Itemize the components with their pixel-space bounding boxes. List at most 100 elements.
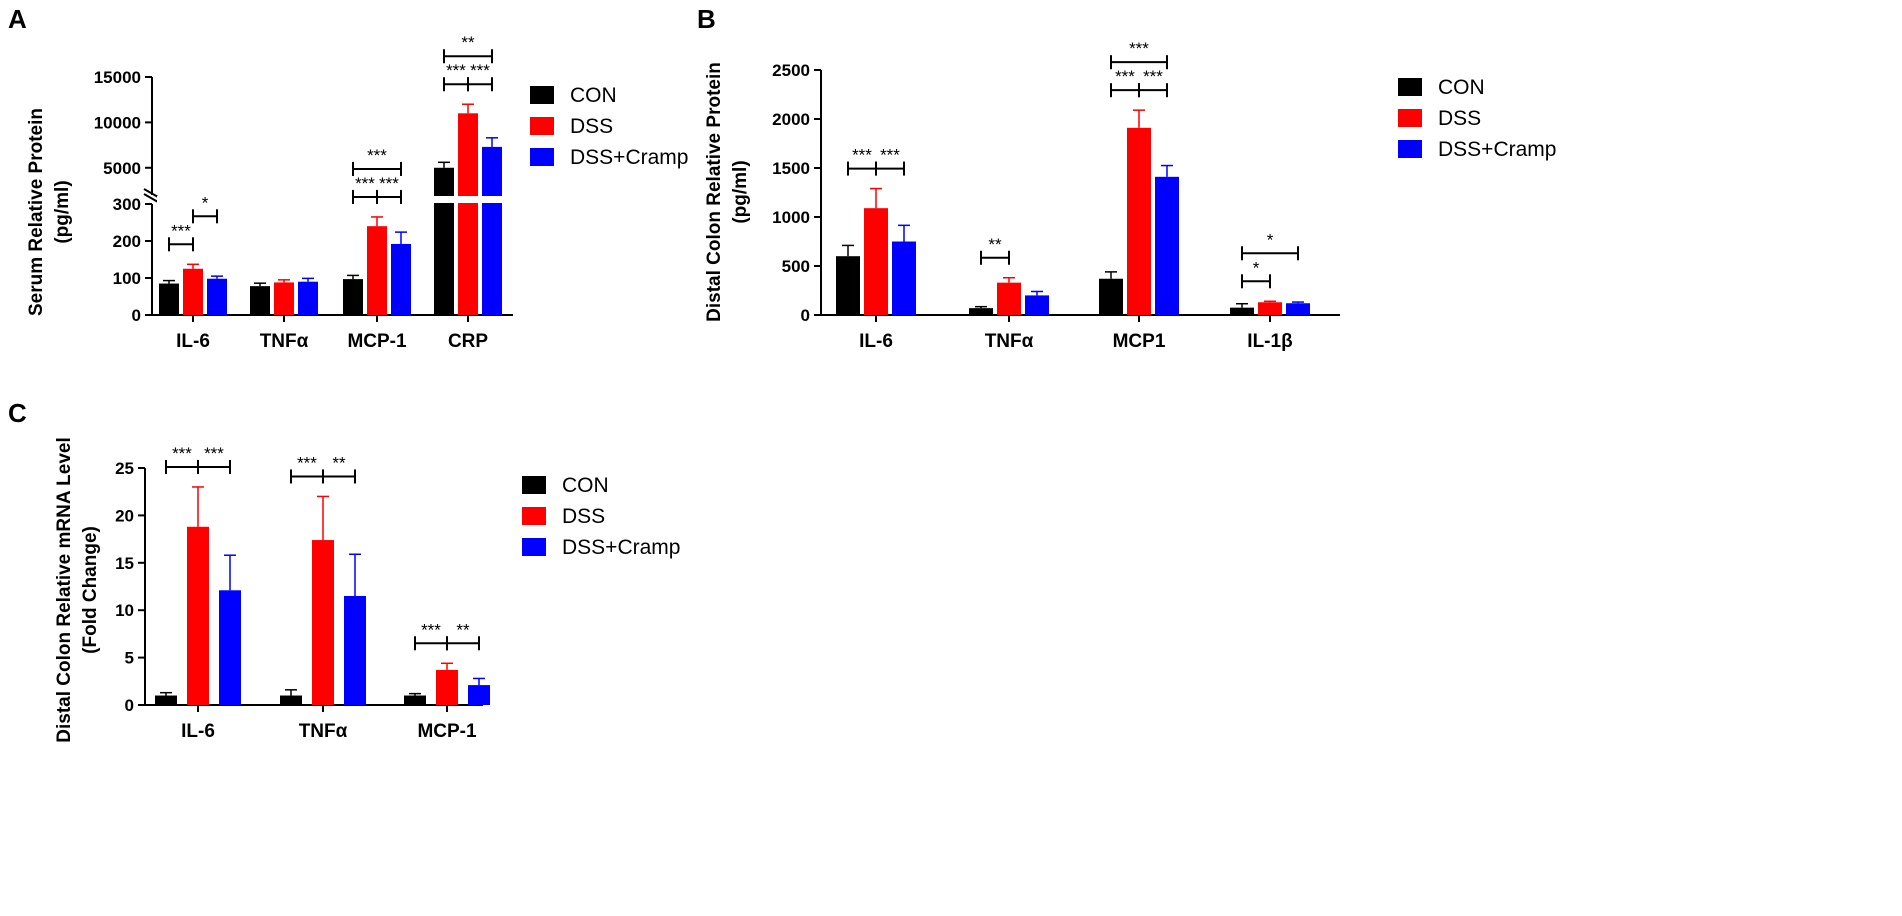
y-axis-title-line1: Serum Relative Protein xyxy=(26,108,47,316)
significance-label: * xyxy=(1253,258,1260,277)
bar-dss xyxy=(187,526,209,705)
bar-dss xyxy=(367,226,387,315)
panel-label-a: A xyxy=(8,4,27,34)
legend-swatch xyxy=(1398,140,1422,158)
legend-swatch xyxy=(522,538,546,556)
bar-dss-cramp xyxy=(219,590,241,705)
y-tick-label: 300 xyxy=(113,195,141,214)
significance-label: *** xyxy=(1143,67,1163,86)
bar-con xyxy=(155,695,177,705)
legend-swatch xyxy=(530,86,554,104)
bar-dss xyxy=(183,268,203,315)
x-tick-label: MCP1 xyxy=(1113,331,1166,352)
significance-label: *** xyxy=(1129,39,1149,58)
significance-label: *** xyxy=(297,453,317,472)
legend-swatch xyxy=(530,148,554,166)
significance-label: *** xyxy=(355,174,375,193)
significance-label: *** xyxy=(1115,67,1135,86)
bar-dss xyxy=(274,282,294,315)
y-axis-title: Serum Relative Protein (pg/ml) xyxy=(26,108,73,316)
bar-dss-cramp xyxy=(391,243,411,315)
y-tick-label: 5000 xyxy=(103,159,141,178)
significance-label: * xyxy=(202,193,209,212)
x-tick-label: MCP-1 xyxy=(417,721,477,742)
legend-label: DSS xyxy=(562,505,605,528)
bar-dss-cramp xyxy=(344,595,366,705)
bar-con xyxy=(969,308,993,315)
y-tick-label: 200 xyxy=(113,232,141,251)
y-axis-title-line2: (pg/ml) xyxy=(730,160,751,223)
bar-dss xyxy=(458,113,478,315)
significance-label: ** xyxy=(456,620,470,639)
legend-label: DSS xyxy=(570,115,613,138)
significance-label: *** xyxy=(367,146,387,165)
y-axis-title-line2: (pg/ml) xyxy=(52,180,73,243)
significance-label: *** xyxy=(470,61,490,80)
significance-label: *** xyxy=(172,444,192,463)
significance-label: *** xyxy=(880,146,900,165)
legend-label: DSS+Cramp xyxy=(1438,138,1556,161)
bar-dss xyxy=(312,540,334,705)
axis-break-gap xyxy=(157,196,229,203)
bar-dss-cramp xyxy=(298,281,318,315)
legend-swatch xyxy=(530,117,554,135)
y-tick-label: 0 xyxy=(801,306,810,325)
significance-label: *** xyxy=(379,174,399,193)
bar-dss xyxy=(997,282,1021,315)
y-tick-label: 10 xyxy=(115,601,134,620)
x-tick-label: IL-6 xyxy=(176,331,210,352)
bar-dss xyxy=(1258,302,1282,315)
x-tick-label: MCP-1 xyxy=(347,331,407,352)
bar-dss xyxy=(1127,127,1151,315)
y-tick-label: 5 xyxy=(125,649,134,668)
y-tick-label: 0 xyxy=(132,306,141,325)
x-tick-label: TNFα xyxy=(985,331,1034,352)
legend-label: DSS+Cramp xyxy=(570,146,688,169)
bar-dss-cramp xyxy=(207,278,227,315)
y-tick-label: 2500 xyxy=(772,61,810,80)
y-tick-label: 1500 xyxy=(772,159,810,178)
y-tick-label: 10000 xyxy=(94,113,141,132)
y-axis-title-line2: (Fold Change) xyxy=(80,526,101,654)
significance-label: ** xyxy=(988,235,1002,254)
legend-swatch xyxy=(1398,78,1422,96)
panel-label-b: B xyxy=(697,4,716,34)
legend-swatch xyxy=(1398,109,1422,127)
chart-panel-c: C 0 5 10 15 20 25 Distal Colon Relative mRNA Le… xyxy=(8,398,680,743)
bar-dss xyxy=(864,208,888,315)
bar-con xyxy=(836,256,860,315)
bar-con xyxy=(434,167,454,315)
chart-panel-a: A 0 100 200 300 5000 10000 15000 Serum Relative … xyxy=(8,4,688,352)
y-tick-label: 100 xyxy=(113,269,141,288)
y-axis-title-line1: Distal Colon Relative Protein xyxy=(704,62,725,322)
significance-label: ** xyxy=(461,33,475,52)
legend-label: CON xyxy=(570,84,617,107)
significance-label: *** xyxy=(171,221,191,240)
y-axis-title: Distal Colon Relative Protein (pg/ml) xyxy=(704,62,751,322)
significance-label: *** xyxy=(852,146,872,165)
bar-dss-cramp xyxy=(1155,176,1179,315)
axis-break-gap xyxy=(248,196,320,203)
bar-con xyxy=(1099,278,1123,315)
bar-dss xyxy=(436,669,458,705)
y-tick-label: 500 xyxy=(782,257,810,276)
x-tick-label: TNFα xyxy=(299,721,348,742)
y-tick-label: 25 xyxy=(115,459,134,478)
legend-label: CON xyxy=(1438,76,1485,99)
chart-panel-b: B 0 500 1000 1500 2000 2500 Distal Colon Relati… xyxy=(697,4,1556,352)
legend-label: DSS xyxy=(1438,107,1481,130)
bar-dss-cramp xyxy=(1025,295,1049,315)
y-tick-label: 2000 xyxy=(772,110,810,129)
x-tick-label: IL-6 xyxy=(181,721,215,742)
bar-con xyxy=(280,695,302,705)
x-tick-label: CRP xyxy=(448,331,488,352)
panel-label-c: C xyxy=(8,398,27,428)
bar-con xyxy=(1230,307,1254,315)
legend-swatch xyxy=(522,476,546,494)
y-tick-label: 15000 xyxy=(94,68,141,87)
bar-con xyxy=(159,283,179,315)
bar-con xyxy=(343,279,363,315)
significance-label: *** xyxy=(421,620,441,639)
significance-label: *** xyxy=(446,61,466,80)
